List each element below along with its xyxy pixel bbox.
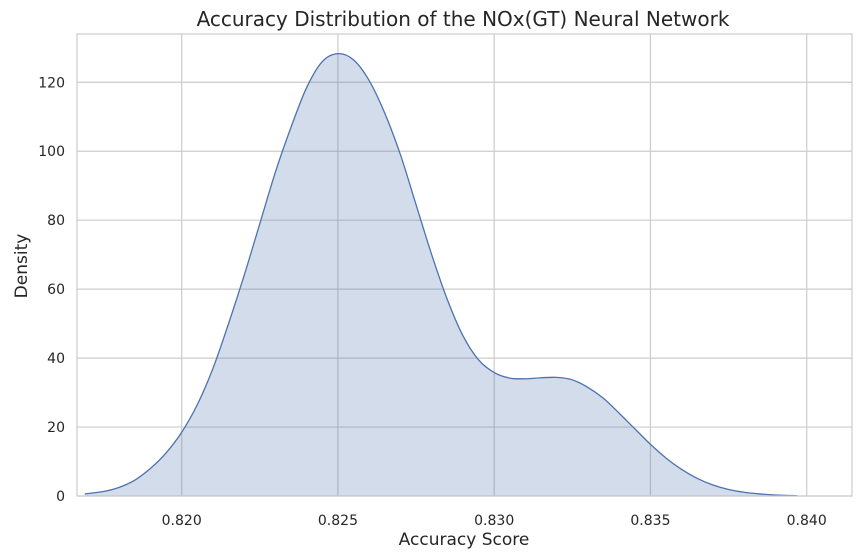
y-tick-label: 20 — [47, 420, 65, 436]
x-tick-label: 0.840 — [787, 513, 827, 529]
y-tick-label: 80 — [47, 213, 65, 229]
x-tick-label: 0.835 — [630, 513, 670, 529]
kde-density-line — [84, 52, 798, 497]
x-tick-labels: 0.820 0.825 0.830 0.835 0.840 — [162, 513, 827, 529]
x-gridlines — [181, 34, 808, 496]
x-axis-label: Accuracy Score — [399, 530, 530, 550]
x-tick-label: 0.830 — [474, 513, 514, 529]
kde-density-fill — [84, 53, 798, 496]
y-tick-label: 40 — [47, 351, 65, 367]
plot-frame — [76, 33, 853, 497]
y-tick-label: 120 — [38, 75, 65, 91]
x-tick-label: 0.825 — [318, 513, 358, 529]
chart-title: Accuracy Distribution of the NOx(GT) Neu… — [197, 7, 730, 31]
y-tick-labels: 0 20 40 60 80 100 120 — [38, 75, 65, 505]
y-tick-label: 60 — [47, 282, 65, 298]
x-tick-label: 0.820 — [162, 513, 202, 529]
y-axis-label: Density — [12, 234, 32, 299]
y-tick-label: 100 — [38, 144, 65, 160]
y-tick-label: 0 — [56, 489, 65, 505]
